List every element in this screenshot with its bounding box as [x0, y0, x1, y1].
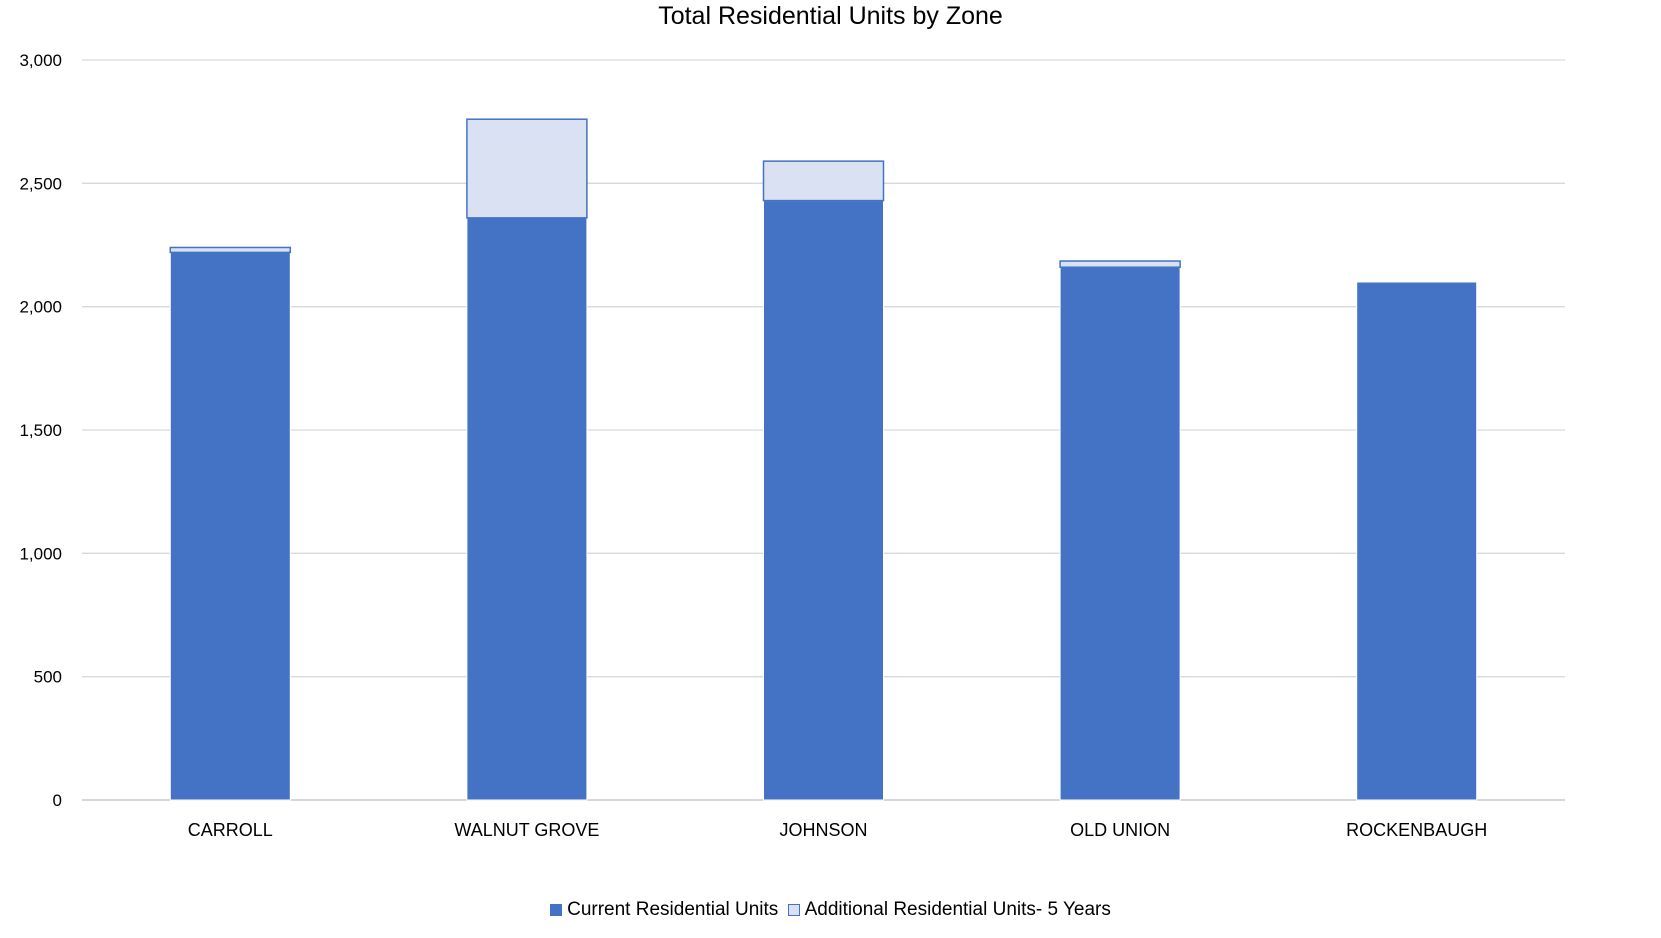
chart-title: Total Residential Units by Zone — [658, 2, 1003, 30]
y-tick-label: 0 — [53, 791, 62, 810]
x-tick-label: ROCKENBAUGH — [1346, 820, 1487, 840]
x-tick-label: JOHNSON — [779, 820, 867, 840]
legend-label-current: Current Residential Units — [567, 899, 779, 920]
x-tick-label: OLD UNION — [1070, 820, 1170, 840]
legend-item-additional: Additional Residential Units- 5 Years — [787, 899, 1111, 921]
legend: Current Residential Units Additional Res… — [0, 899, 1661, 922]
bar-additional-3 — [1059, 260, 1181, 268]
y-tick-label: 500 — [34, 668, 62, 687]
bar-current-0 — [169, 251, 291, 801]
y-tick-label: 2,500 — [19, 174, 62, 193]
bar-current-1 — [466, 217, 588, 801]
y-tick-label: 2,000 — [19, 298, 62, 317]
bar-current-2 — [763, 200, 884, 801]
legend-swatch-additional — [787, 904, 800, 916]
x-tick-labels: CARROLL WALNUT GROVE JOHNSON OLD UNION ROCKE… — [188, 820, 1487, 840]
bars — [169, 118, 1478, 801]
bar-additional-2 — [762, 160, 885, 202]
bar-additional-1 — [466, 118, 588, 219]
y-tick-label: 1,000 — [19, 544, 62, 563]
legend-swatch-current — [550, 904, 563, 916]
y-tick-labels: 0 500 1,000 1,500 2,000 2,500 3,000 — [19, 51, 62, 810]
y-tick-label: 1,500 — [19, 421, 62, 440]
legend-label-additional: Additional Residential Units- 5 Years — [804, 899, 1111, 920]
x-tick-label: WALNUT GROVE — [454, 820, 599, 840]
x-tick-label: CARROLL — [188, 820, 273, 840]
bar-additional-0 — [169, 246, 292, 254]
legend-item-current: Current Residential Units — [550, 899, 778, 921]
y-tick-label: 3,000 — [19, 51, 62, 70]
bar-current-3 — [1059, 266, 1181, 801]
bar-current-4 — [1356, 281, 1478, 801]
